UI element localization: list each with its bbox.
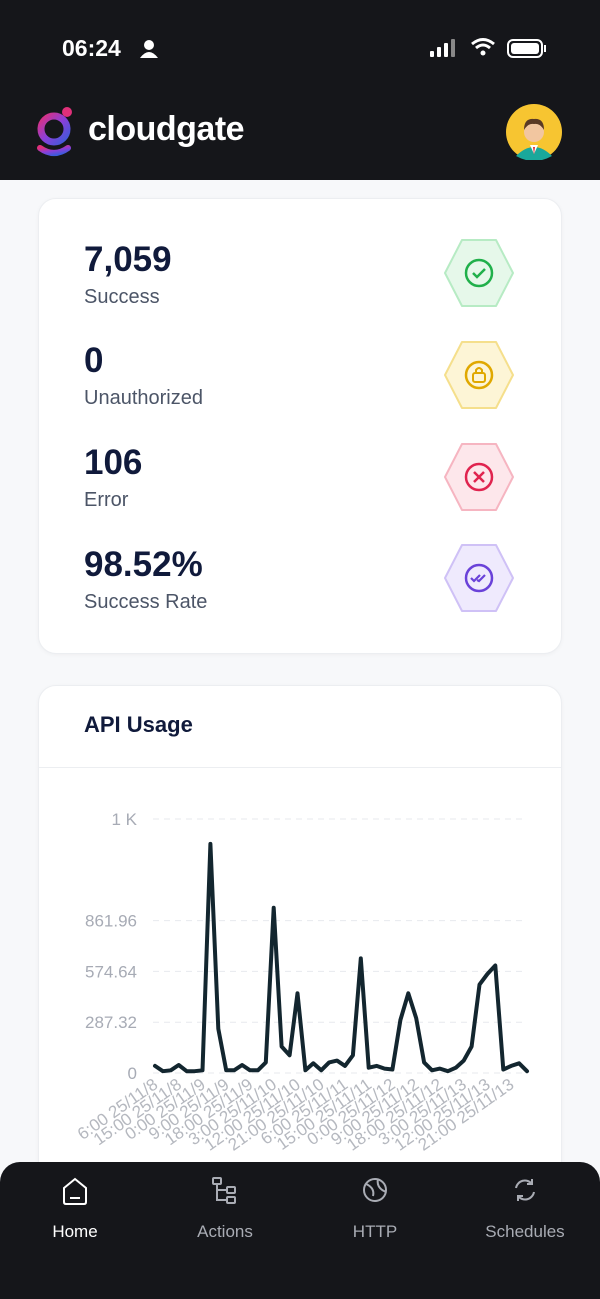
stat-label: Success — [84, 286, 160, 308]
top-bar — [0, 0, 600, 180]
avatar[interactable] — [506, 104, 562, 160]
status-time: 06:24 — [62, 35, 121, 61]
stat-value: 0 — [84, 341, 104, 380]
user-status-icon — [140, 40, 158, 58]
nav-item[interactable]: HTTP — [352, 1222, 398, 1241]
stat-icons — [444, 239, 514, 612]
stat-label: Error — [84, 489, 129, 511]
brand-logo — [37, 107, 72, 156]
nav-item[interactable]: Home — [52, 1222, 98, 1241]
divider — [39, 767, 561, 768]
stat-value: 7,059 — [84, 240, 172, 279]
line — [153, 841, 529, 1074]
y-tick-label: 1 K — [111, 810, 137, 829]
y-tick-label: 0 — [128, 1064, 137, 1083]
y-tick-label: 287.32 — [85, 1013, 137, 1032]
brand-name: cloudgate — [88, 110, 245, 148]
nav-item[interactable]: Actions — [197, 1222, 253, 1241]
y-tick-label: 861.96 — [85, 912, 137, 931]
stat-label: Success Rate — [84, 591, 208, 613]
y-tick-label: 574.64 — [85, 962, 137, 981]
nav-item[interactable]: Schedules — [485, 1222, 565, 1241]
stat-value: 106 — [84, 443, 143, 482]
bottom-nav — [0, 1162, 600, 1299]
stat-value: 98.52% — [84, 545, 203, 584]
system-icons — [430, 38, 546, 58]
nav-icons — [63, 1177, 535, 1205]
stat-label: Unauthorized — [84, 387, 203, 409]
chart-title: API Usage — [84, 712, 193, 737]
